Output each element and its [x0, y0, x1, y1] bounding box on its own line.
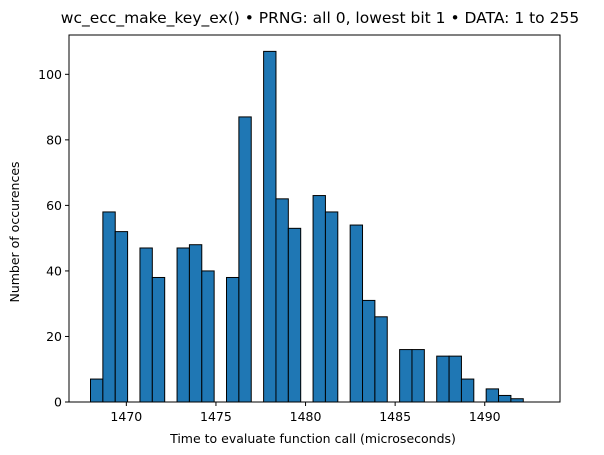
histogram-bar	[399, 349, 413, 403]
y-tick-label: 0	[54, 395, 62, 410]
histogram-bar	[139, 247, 153, 403]
bars-group	[90, 50, 524, 403]
histogram-bar	[275, 198, 289, 403]
x-tick-label: 1485	[379, 409, 411, 424]
histogram-bar	[188, 244, 203, 403]
x-tick-label: 1480	[290, 409, 322, 424]
histogram-bar	[201, 270, 215, 403]
histogram-bar	[498, 394, 512, 403]
x-axis-label: Time to evaluate function call (microsec…	[169, 431, 456, 446]
y-tick-label: 40	[46, 263, 62, 278]
histogram-bar	[176, 247, 190, 403]
y-tick-label: 20	[46, 329, 62, 344]
y-axis-label: Number of occurences	[7, 161, 22, 302]
histogram-bar	[151, 276, 166, 403]
histogram-bar	[90, 378, 104, 403]
histogram-bar	[436, 355, 450, 403]
histogram-bar	[114, 231, 129, 403]
histogram-bar	[411, 349, 425, 403]
x-tick-label: 1475	[200, 409, 232, 424]
plot-frame	[68, 34, 561, 403]
histogram-bar	[448, 355, 462, 403]
histogram-bar	[349, 224, 364, 403]
y-tick-label: 60	[46, 198, 62, 213]
x-tick-label: 1490	[469, 409, 501, 424]
histogram-bar	[374, 316, 388, 403]
chart-title: wc_ecc_make_key_ex() • PRNG: all 0, lowe…	[61, 9, 579, 28]
histogram-bar	[287, 227, 302, 403]
histogram-bar	[362, 299, 376, 403]
histogram-bar	[460, 378, 475, 403]
histogram-bar	[263, 50, 277, 403]
x-tick-label: 1470	[110, 409, 142, 424]
y-tick-label: 100	[38, 67, 62, 82]
histogram-bar	[312, 195, 326, 403]
histogram-bar	[102, 211, 116, 403]
histogram-bar	[238, 116, 252, 403]
histogram-bar	[226, 276, 240, 403]
histogram-bar	[324, 211, 339, 403]
x-axis-ticks: 1470 1475 1480 1485 1490	[110, 402, 501, 424]
histogram-bar	[485, 388, 500, 403]
y-axis-ticks: 0 20 40 60 80 100	[38, 67, 69, 410]
y-tick-label: 80	[46, 132, 62, 147]
